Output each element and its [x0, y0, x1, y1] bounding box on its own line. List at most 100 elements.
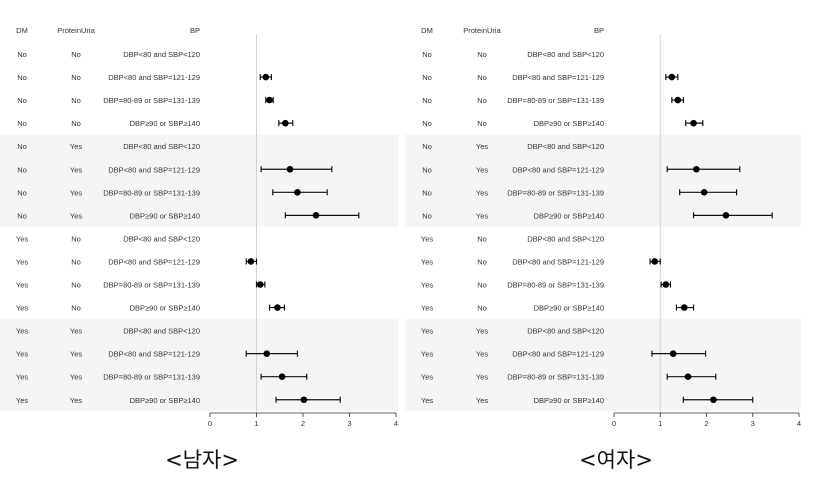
proteinuria-cell: No: [71, 119, 81, 128]
point-estimate: [684, 373, 692, 381]
dm-column-header: DM: [16, 26, 28, 35]
bp-cell: DBP≥90 or SBP≥140: [130, 304, 200, 313]
bp-cell: DBP<80 and SBP=121-129: [108, 73, 200, 82]
dm-cell: No: [422, 188, 432, 197]
bp-cell: DBP≥90 or SBP≥140: [130, 396, 200, 405]
dm-cell: Yes: [421, 350, 433, 359]
proteinuria-cell: No: [477, 304, 487, 313]
dm-cell: Yes: [16, 234, 28, 243]
table-row: No No DBP<80 and SBP=121-129: [17, 73, 272, 82]
table-row: Yes Yes DBP<80 and SBP=121-129: [421, 350, 707, 359]
proteinuria-cell: No: [71, 50, 81, 59]
bp-cell: DBP≥90 or SBP≥140: [534, 304, 604, 313]
dm-cell: No: [17, 96, 27, 105]
dm-cell: No: [422, 211, 432, 220]
dm-cell: Yes: [421, 257, 433, 266]
table-row: Yes No DBP<80 and SBP=121-129: [16, 257, 258, 266]
dm-cell: No: [422, 142, 432, 151]
dm-cell: Yes: [421, 304, 433, 313]
x-tick-label: 0: [612, 419, 616, 428]
table-row: No No DBP<80 and SBP=121-129: [422, 73, 679, 82]
point-estimate: [256, 281, 264, 288]
dm-cell: No: [17, 165, 27, 174]
table-row: No Yes DBP=80-89 or SBP=131-139: [422, 188, 738, 197]
bp-cell: DBP<80 and SBP<120: [123, 142, 200, 151]
proteinuria-cell: No: [477, 257, 487, 266]
point-estimate: [674, 96, 682, 104]
x-tick-label: 3: [751, 419, 755, 428]
table-row: Yes No DBP<80 and SBP<120: [16, 234, 200, 243]
proteinuria-cell: Yes: [476, 373, 488, 382]
bp-cell: DBP<80 and SBP=121-129: [108, 165, 200, 174]
bp-cell: DBP≥90 or SBP≥140: [130, 119, 200, 128]
bp-cell: DBP=80-89 or SBP=131-139: [507, 281, 604, 290]
point-estimate: [690, 119, 697, 127]
bp-cell: DBP≥90 or SBP≥140: [534, 211, 604, 220]
dm-cell: No: [17, 73, 27, 82]
point-estimate: [693, 165, 700, 173]
bp-cell: DBP≥90 or SBP≥140: [130, 211, 200, 220]
proteinuria-cell: Yes: [476, 327, 488, 336]
table-row: Yes Yes DBP=80-89 or SBP=131-139: [421, 373, 717, 382]
table-row: No No DBP=80-89 or SBP=131-139: [422, 96, 684, 105]
proteinuria-cell: Yes: [476, 142, 488, 151]
proteinuria-cell: No: [477, 96, 487, 105]
table-row: Yes No DBP=80-89 or SBP=131-139: [16, 281, 266, 290]
proteinuria-cell: No: [71, 257, 81, 266]
table-row: No Yes DBP<80 and SBP<120: [17, 142, 200, 151]
proteinuria-cell: Yes: [70, 211, 82, 220]
dm-cell: Yes: [16, 327, 28, 336]
bp-cell: DBP=80-89 or SBP=131-139: [103, 96, 200, 105]
proteinuria-cell: Yes: [476, 211, 488, 220]
dm-cell: No: [422, 73, 432, 82]
dm-cell: No: [17, 50, 27, 59]
proteinuria-cell: No: [477, 50, 487, 59]
x-tick-label: 2: [704, 419, 708, 428]
proteinuria-cell: No: [71, 73, 81, 82]
bp-cell: DBP<80 and SBP=121-129: [108, 257, 200, 266]
dm-cell: Yes: [16, 350, 28, 359]
table-row: No Yes DBP<80 and SBP<120: [422, 142, 604, 151]
panel-caption: <여자>: [579, 448, 653, 472]
table-row: Yes Yes DBP<80 and SBP=121-129: [16, 350, 299, 359]
proteinuria-cell: Yes: [70, 373, 82, 382]
table-row: Yes No DBP≥90 or SBP≥140: [421, 304, 695, 313]
x-tick-label: 1: [254, 419, 258, 428]
proteinuria-cell: Yes: [70, 188, 82, 197]
bp-cell: DBP<80 and SBP=121-129: [512, 73, 604, 82]
bp-cell: DBP=80-89 or SBP=131-139: [103, 188, 200, 197]
table-row: No Yes DBP≥90 or SBP≥140: [17, 211, 360, 220]
proteinuria-yes-band: [405, 134, 801, 227]
table-row: Yes Yes DBP<80 and SBP<120: [16, 327, 200, 336]
panel-caption: <남자>: [165, 448, 239, 472]
proteinuria-cell: Yes: [476, 165, 488, 174]
bp-cell: DBP<80 and SBP<120: [527, 234, 604, 243]
table-row: No No DBP<80 and SBP<120: [17, 50, 200, 59]
x-tick-label: 1: [658, 419, 662, 428]
point-estimate: [662, 281, 670, 288]
point-estimate: [651, 258, 658, 265]
point-estimate: [700, 189, 708, 196]
point-estimate: [247, 258, 255, 265]
x-tick-label: 2: [301, 419, 305, 428]
dm-cell: Yes: [421, 373, 433, 382]
x-tick-label: 0: [208, 419, 212, 428]
proteinuria-cell: Yes: [70, 165, 82, 174]
bp-column-header: BP: [594, 26, 604, 35]
dm-cell: Yes: [421, 396, 433, 405]
proteinuria-cell: No: [477, 234, 487, 243]
x-tick-label: 4: [394, 419, 398, 428]
bp-cell: DBP<80 and SBP<120: [527, 50, 604, 59]
bp-cell: DBP<80 and SBP=121-129: [108, 350, 200, 359]
table-row: Yes Yes DBP<80 and SBP<120: [421, 327, 604, 336]
table-row: No Yes DBP<80 and SBP=121-129: [17, 165, 333, 174]
point-estimate: [263, 350, 271, 357]
bp-cell: DBP=80-89 or SBP=131-139: [103, 281, 200, 290]
dm-cell: Yes: [421, 234, 433, 243]
point-estimate: [294, 189, 301, 196]
dm-cell: Yes: [16, 396, 28, 405]
point-estimate: [300, 396, 308, 404]
dm-cell: No: [17, 188, 27, 197]
